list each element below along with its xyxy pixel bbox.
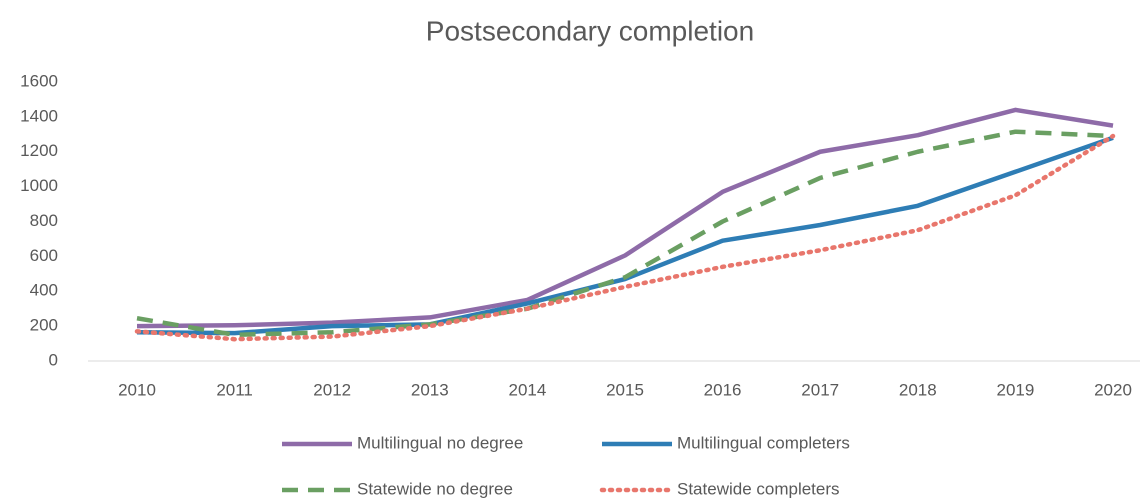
y-tick-label: 400 [30, 281, 58, 300]
y-tick-label: 1400 [20, 106, 58, 125]
y-tick-label: 1000 [20, 176, 58, 195]
legend-label: Statewide no degree [357, 479, 513, 498]
y-tick-label: 1200 [20, 141, 58, 160]
y-tick-label: 200 [30, 316, 58, 335]
x-tick-label: 2013 [411, 380, 449, 399]
legend-label: Multilingual completers [677, 433, 850, 452]
chart-title: Postsecondary completion [426, 15, 754, 46]
x-tick-label: 2017 [801, 380, 839, 399]
legend-label: Statewide completers [677, 479, 840, 498]
x-tick-label: 2018 [899, 380, 937, 399]
y-tick-label: 800 [30, 211, 58, 230]
series-line [134, 133, 1116, 342]
y-tick-label: 600 [30, 246, 58, 265]
x-tick-label: 2020 [1094, 380, 1132, 399]
y-tick-label: 0 [49, 350, 58, 369]
x-tick-label: 2012 [313, 380, 351, 399]
x-tick-label: 2015 [606, 380, 644, 399]
series-line [136, 107, 1114, 329]
legend-label: Multilingual no degree [357, 433, 523, 452]
x-tick-label: 2019 [996, 380, 1034, 399]
x-tick-label: 2014 [508, 380, 546, 399]
y-tick-label: 1600 [20, 71, 58, 90]
x-tick-label: 2011 [216, 380, 253, 399]
series-line [136, 129, 1114, 338]
x-tick-label: 2010 [118, 380, 156, 399]
x-tick-label: 2016 [704, 380, 742, 399]
series-line [136, 135, 1114, 336]
